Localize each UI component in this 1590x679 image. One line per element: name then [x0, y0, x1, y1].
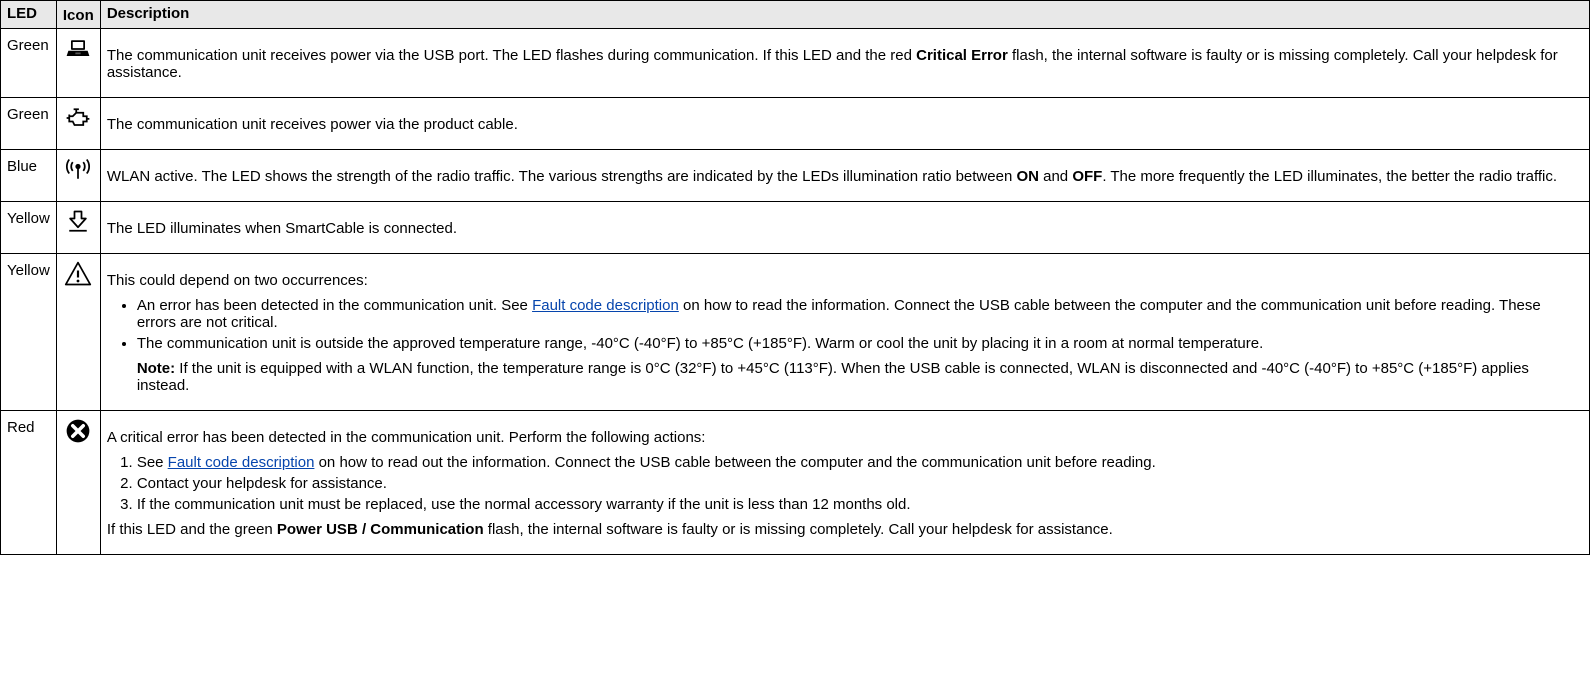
intro-text: This could depend on two occurrences:: [107, 272, 1583, 289]
led-value: Blue: [1, 150, 57, 202]
table-row: Yellow The LED illuminates when SmartCab…: [1, 202, 1590, 254]
description-text: The communication unit receives power vi…: [107, 116, 1583, 133]
text-fragment: and: [1039, 168, 1072, 185]
outro-text: If this LED and the green Power USB / Co…: [107, 521, 1583, 538]
icon-cell: [56, 150, 100, 202]
table-row: Green The communication unit receives po…: [1, 98, 1590, 150]
col-header-description: Description: [100, 1, 1589, 29]
text-fragment: . The more frequently the LED illuminate…: [1102, 168, 1557, 185]
description-cell: The communication unit receives power vi…: [100, 29, 1589, 98]
table-header-row: LED Icon Description: [1, 1, 1590, 29]
icon-cell: [56, 29, 100, 98]
description-cell: A critical error has been detected in th…: [100, 411, 1589, 555]
download-icon: [64, 208, 92, 236]
list-item: An error has been detected in the commun…: [137, 297, 1583, 331]
laptop-icon: [64, 35, 92, 63]
fault-code-link[interactable]: Fault code description: [532, 297, 679, 314]
bold-text: Critical Error: [916, 47, 1008, 64]
description-text: WLAN active. The LED shows the strength …: [107, 168, 1583, 185]
bold-text: ON: [1016, 168, 1039, 185]
text-fragment: An error has been detected in the commun…: [137, 297, 532, 314]
icon-cell: [56, 411, 100, 555]
description-cell: The LED illuminates when SmartCable is c…: [100, 202, 1589, 254]
col-header-icon: Icon: [56, 1, 100, 29]
table-row: Yellow This could depend on two occurren…: [1, 254, 1590, 411]
intro-text: A critical error has been detected in th…: [107, 429, 1583, 446]
led-value: Yellow: [1, 202, 57, 254]
occurrence-list: An error has been detected in the commun…: [137, 297, 1583, 394]
description-text: The communication unit receives power vi…: [107, 47, 1583, 81]
antenna-icon: [64, 156, 92, 184]
description-cell: This could depend on two occurrences: An…: [100, 254, 1589, 411]
text-fragment: See: [137, 454, 168, 471]
col-header-led: LED: [1, 1, 57, 29]
icon-cell: [56, 202, 100, 254]
list-item: The communication unit is outside the ap…: [137, 335, 1583, 394]
text-fragment: If this LED and the green: [107, 521, 277, 538]
list-item: If the communication unit must be replac…: [137, 496, 1583, 513]
text-fragment: WLAN active. The LED shows the strength …: [107, 168, 1017, 185]
fault-code-link[interactable]: Fault code description: [168, 454, 315, 471]
list-item: See Fault code description on how to rea…: [137, 454, 1583, 471]
led-value: Green: [1, 98, 57, 150]
bold-text: OFF: [1072, 168, 1102, 185]
engine-icon: [64, 104, 92, 132]
action-list: See Fault code description on how to rea…: [137, 454, 1583, 513]
note-text: Note: If the unit is equipped with a WLA…: [137, 360, 1583, 394]
table-row: Green The communication unit receives po…: [1, 29, 1590, 98]
text-fragment: on how to read out the information. Conn…: [314, 454, 1155, 471]
text-fragment: The communication unit is outside the ap…: [137, 335, 1263, 352]
led-value: Green: [1, 29, 57, 98]
list-item: Contact your helpdesk for assistance.: [137, 475, 1583, 492]
text-fragment: flash, the internal software is faulty o…: [484, 521, 1113, 538]
led-status-table: LED Icon Description Green The communica…: [0, 0, 1590, 555]
description-text: The LED illuminates when SmartCable is c…: [107, 220, 1583, 237]
description-cell: The communication unit receives power vi…: [100, 98, 1589, 150]
led-value: Red: [1, 411, 57, 555]
warning-icon: [64, 260, 92, 288]
note-label: Note:: [137, 360, 175, 377]
error-icon: [64, 417, 92, 445]
text-fragment: If the unit is equipped with a WLAN func…: [137, 360, 1529, 394]
text-fragment: The communication unit receives power vi…: [107, 47, 916, 64]
bold-text: Power USB / Communication: [277, 521, 484, 538]
icon-cell: [56, 98, 100, 150]
table-row: Blue WLAN active. The LED shows the stre…: [1, 150, 1590, 202]
led-value: Yellow: [1, 254, 57, 411]
table-row: Red A critical error has been detected i…: [1, 411, 1590, 555]
description-cell: WLAN active. The LED shows the strength …: [100, 150, 1589, 202]
icon-cell: [56, 254, 100, 411]
